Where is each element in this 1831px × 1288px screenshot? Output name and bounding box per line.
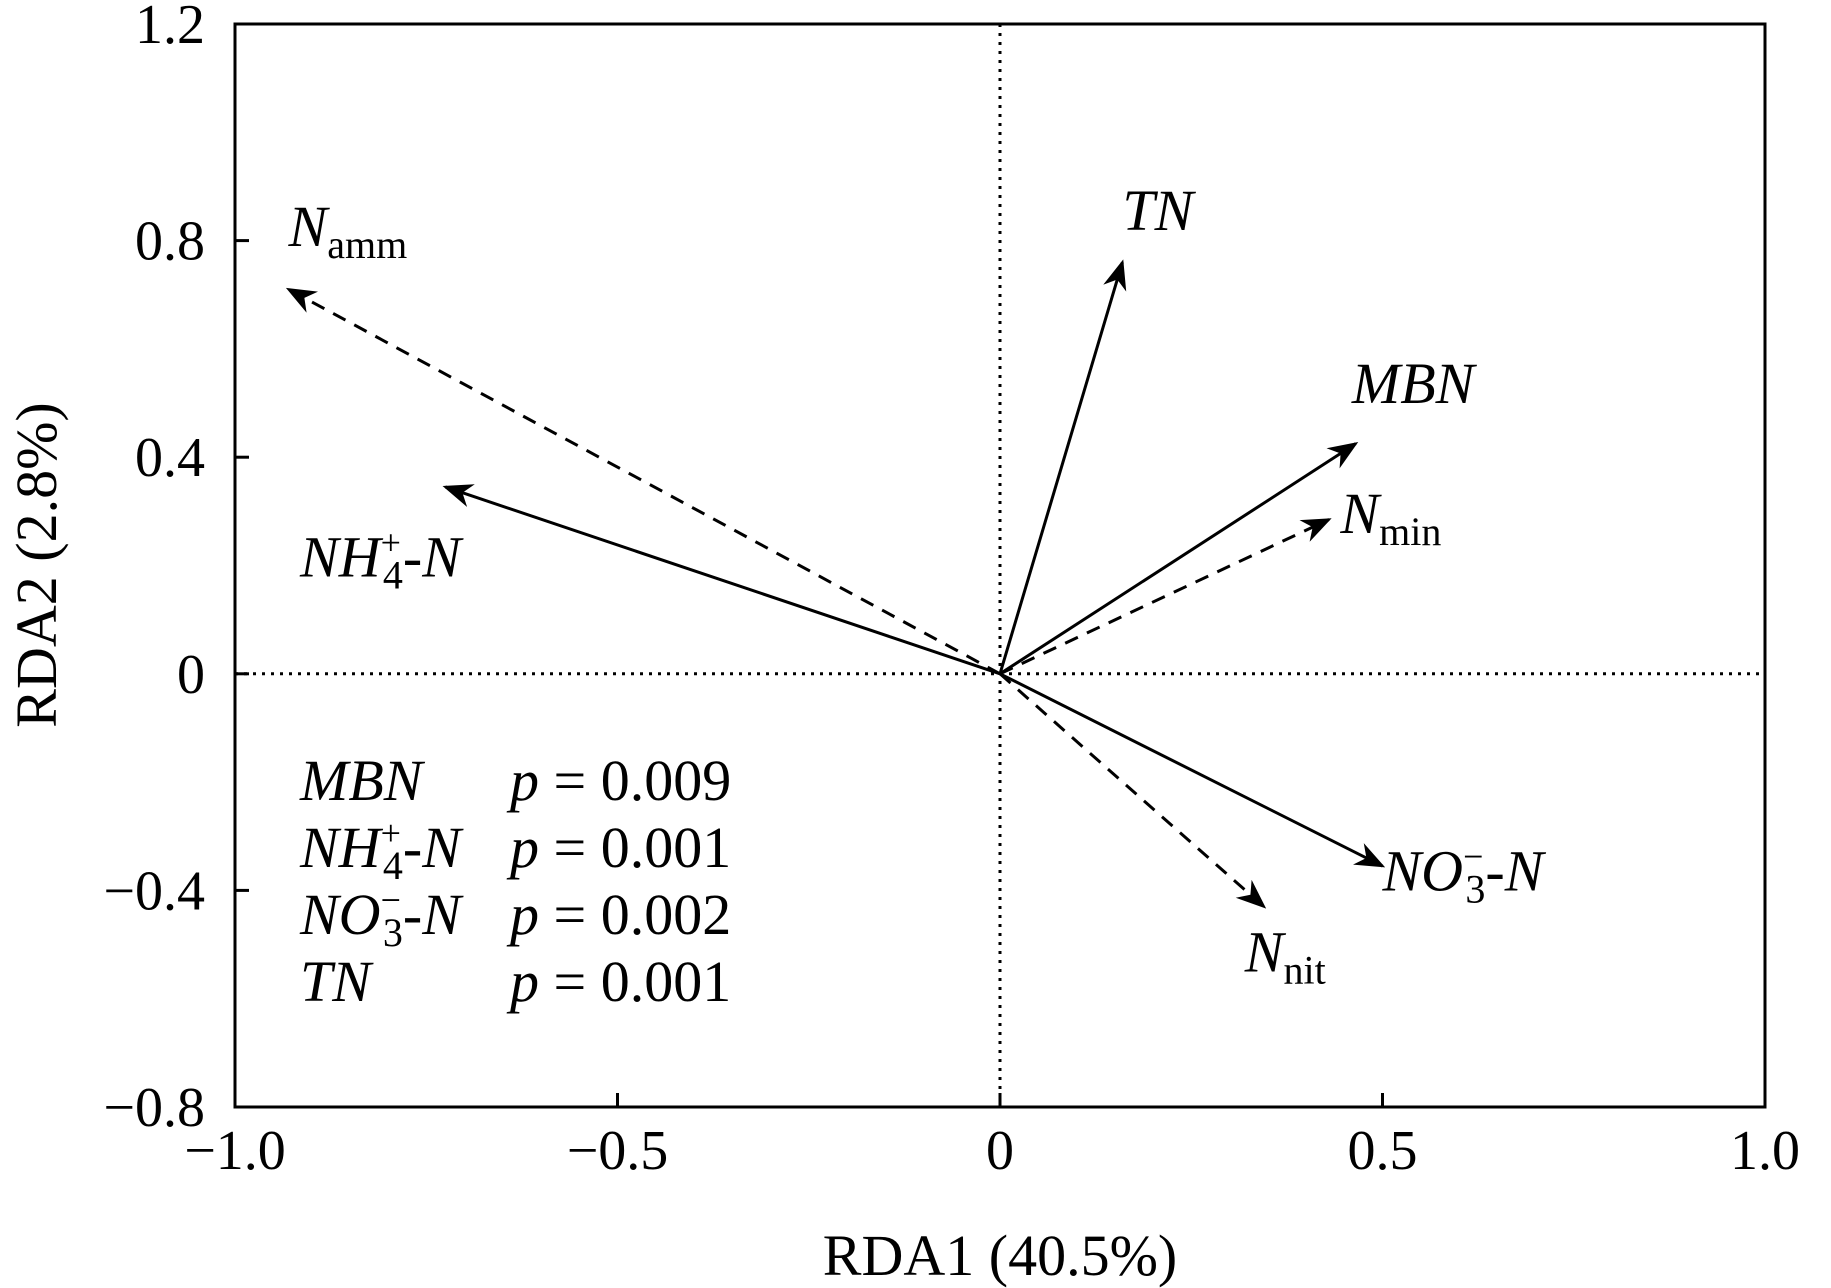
x-tick-label: 1.0 (1730, 1120, 1800, 1182)
vector-label-nnit: Nnit (1244, 920, 1326, 993)
annotation-p-value: p = 0.001 (506, 815, 731, 880)
annotation-variable: NO− 3-N (299, 880, 464, 955)
y-tick-label: −0.4 (103, 860, 205, 922)
y-axis-title: RDA2 (2.8%) (4, 402, 69, 727)
axis-tick-labels: −1.0 −0.5 0 0.5 1.0 −0.8 −0.4 0 0.4 0.8 1.2 (103, 0, 1800, 1182)
annotation-p-value: p = 0.001 (506, 949, 731, 1014)
y-tick-label: 0 (177, 644, 205, 706)
annotation-variable: TN (300, 949, 374, 1014)
vector-no3-n (999, 672, 1386, 868)
x-tick-label: −1.0 (184, 1120, 286, 1182)
y-tick-label: 0.4 (135, 427, 205, 489)
vector-label-nh4-n: NH+ 4-N (299, 522, 464, 597)
vector-nmin (999, 518, 1332, 676)
y-tick-label: 0.8 (135, 211, 205, 273)
axis-ticks (233, 22, 1767, 1109)
vector-label-tn: TN (1122, 178, 1196, 243)
vector-nnit (999, 672, 1267, 909)
y-tick-label: 1.2 (135, 0, 205, 56)
vector-label-mbn: MBN (1351, 351, 1478, 416)
vector-label-nmin: Nmin (1339, 481, 1441, 554)
vectors (285, 259, 1386, 909)
vector-nh4-n (442, 484, 1001, 676)
y-tick-label: −0.8 (103, 1077, 205, 1139)
annotation-p-value: p = 0.002 (506, 882, 731, 947)
x-tick-label: −0.5 (567, 1120, 669, 1182)
x-tick-label: 0 (986, 1120, 1014, 1182)
vector-namm (285, 287, 1001, 676)
annotation-variable: NH+ 4-N (299, 813, 464, 888)
vector-tn (998, 259, 1127, 675)
zero-lines (235, 24, 1765, 1107)
annotation-variable: MBN (299, 748, 426, 813)
vector-label-namm: Namm (288, 194, 408, 267)
significance-annotations: MBN p = 0.009 NH+ 4-N p = 0.001 NO− 3-N p = 0.0… (299, 748, 731, 1014)
annotation-p-value: p = 0.009 (506, 748, 731, 813)
x-tick-label: 0.5 (1348, 1120, 1418, 1182)
vector-mbn (999, 442, 1359, 676)
x-axis-title: RDA1 (40.5%) (823, 1223, 1177, 1288)
vector-label-no3-n: NO− 3-N (1382, 836, 1547, 911)
